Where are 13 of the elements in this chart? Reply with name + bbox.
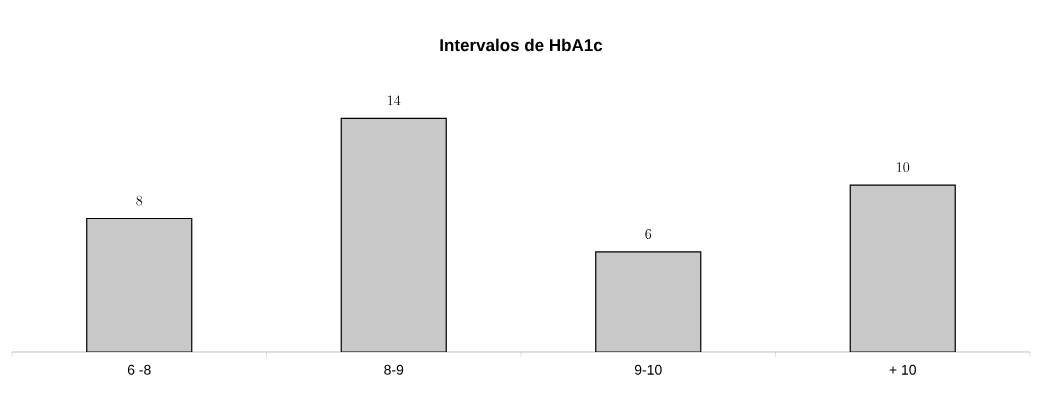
bar [340,117,447,352]
data-label: 14 [388,95,401,106]
bar [849,184,956,352]
x-tick-label: 8-9 [384,364,404,375]
data-label: 10 [897,162,910,173]
bar [595,251,702,352]
chart-title: Intervalos de HbA1c [440,38,603,52]
x-tick-label: 6 -8 [127,364,151,375]
x-tick-label: + 10 [889,364,916,375]
x-tick-label: 9-10 [634,364,662,375]
data-label: 8 [136,195,143,206]
bar [86,217,193,352]
data-label: 6 [645,229,652,239]
